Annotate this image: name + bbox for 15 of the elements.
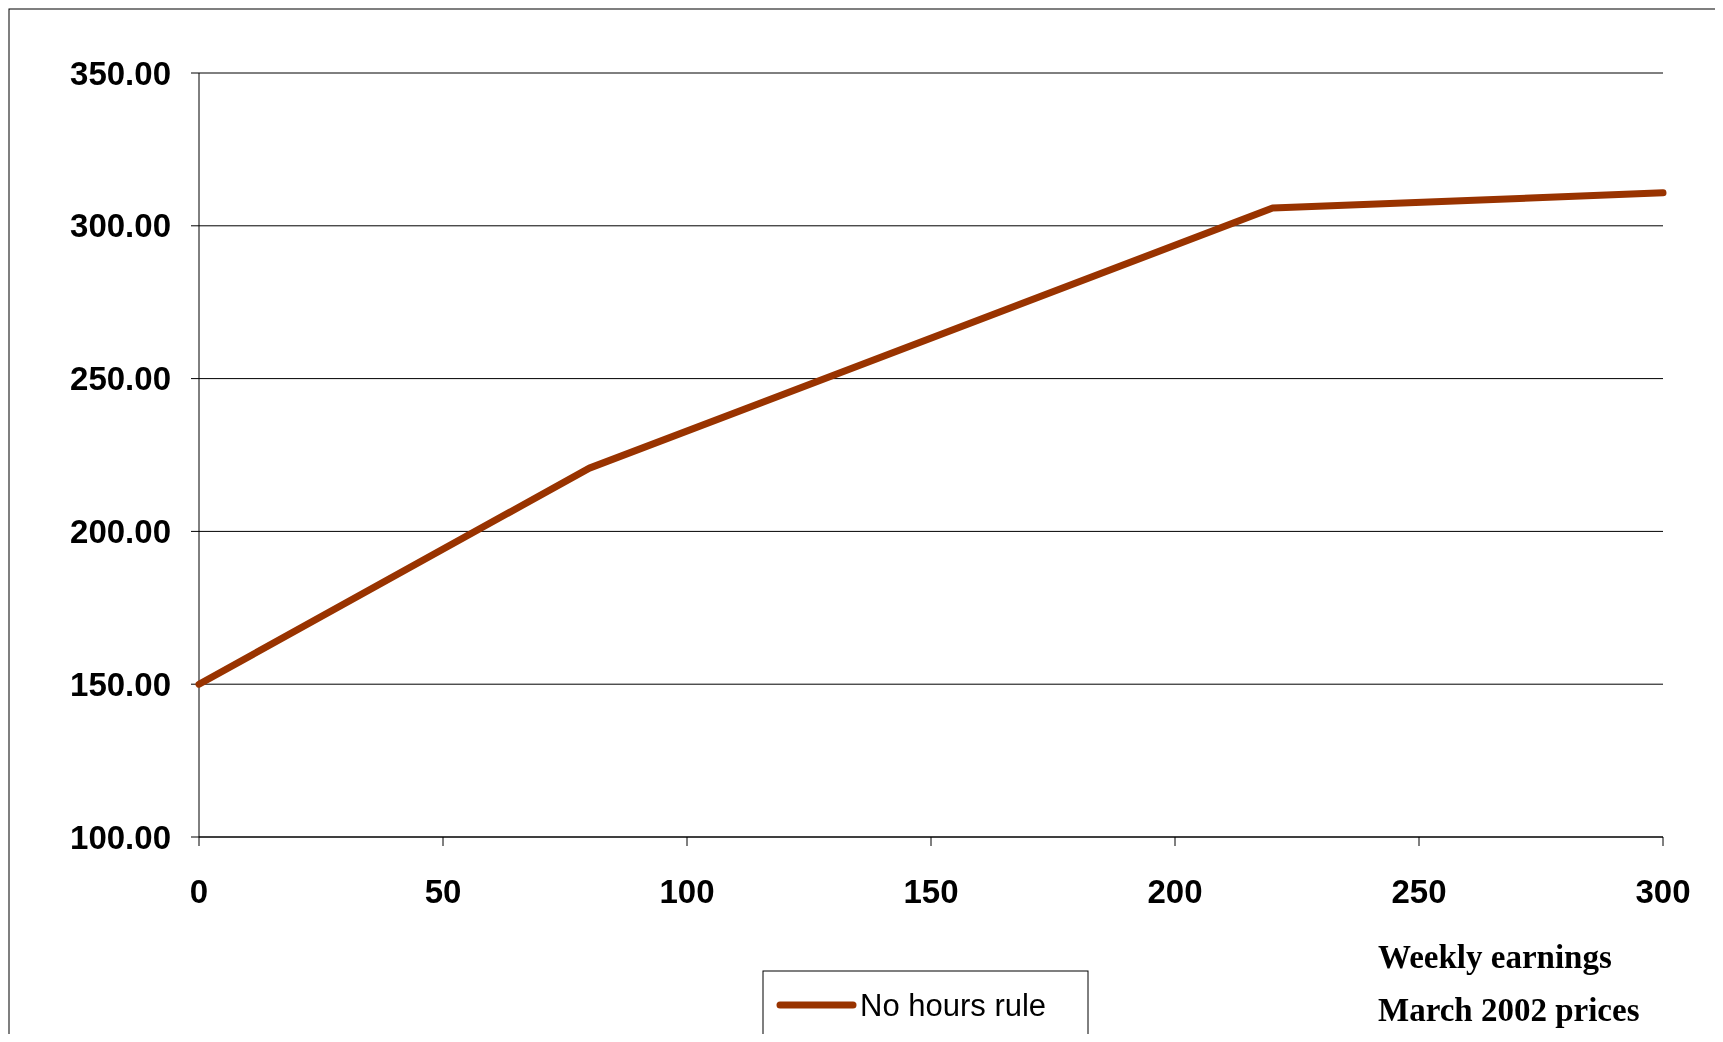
x-tick-label: 50 xyxy=(424,873,462,910)
x-tick-label: 0 xyxy=(189,873,209,910)
x-tick-label: 300 xyxy=(1635,873,1691,910)
legend-label: No hours rule xyxy=(860,987,1047,1023)
y-tick-label: 300.00 xyxy=(70,207,171,245)
y-tick-label: 200.00 xyxy=(70,512,171,550)
x-tick-label: 150 xyxy=(903,873,959,910)
y-tick-label: 350.00 xyxy=(70,54,171,92)
y-tick-label: 100.00 xyxy=(70,818,171,856)
x-axis-title: Weekly earnings March 2002 prices xyxy=(1378,939,1640,1028)
x-tick-label: 100 xyxy=(659,873,715,910)
y-tick-label: 250.00 xyxy=(70,360,171,398)
x-tick-label: 200 xyxy=(1147,873,1203,910)
x-tick-label: 250 xyxy=(1391,873,1447,910)
y-tick-label: 150.00 xyxy=(70,665,171,703)
